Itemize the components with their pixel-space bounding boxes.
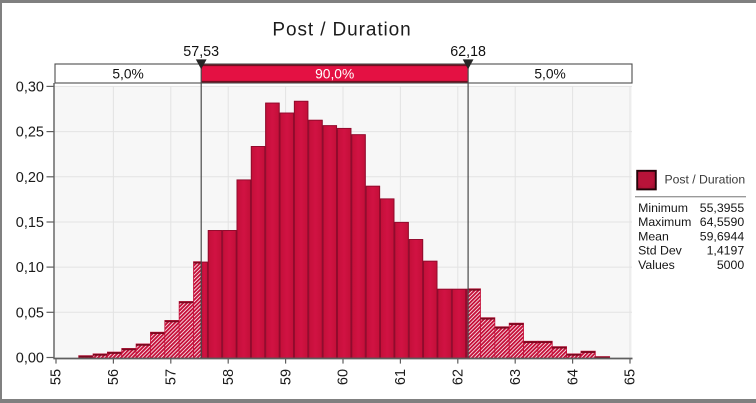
svg-text:5,0%: 5,0% — [112, 66, 143, 81]
svg-text:57: 57 — [164, 369, 180, 385]
svg-text:0,25: 0,25 — [16, 125, 44, 141]
svg-text:55: 55 — [49, 369, 65, 385]
svg-text:58: 58 — [221, 369, 237, 385]
svg-text:57,53: 57,53 — [183, 44, 219, 60]
svg-text:5000: 5000 — [717, 258, 745, 272]
svg-text:90,0%: 90,0% — [315, 66, 354, 81]
svg-text:1,4197: 1,4197 — [707, 244, 745, 258]
svg-text:0,20: 0,20 — [16, 170, 44, 186]
svg-text:59: 59 — [278, 369, 294, 385]
svg-text:5,0%: 5,0% — [534, 66, 565, 81]
svg-text:61: 61 — [393, 369, 409, 385]
svg-text:Maximum: Maximum — [638, 215, 691, 229]
svg-text:0,00: 0,00 — [16, 351, 44, 367]
svg-text:62: 62 — [451, 369, 467, 385]
svg-text:0,10: 0,10 — [16, 260, 44, 276]
svg-text:0,15: 0,15 — [16, 215, 44, 231]
svg-text:Values: Values — [638, 258, 675, 272]
svg-text:59,6944: 59,6944 — [700, 229, 745, 243]
svg-text:55,3955: 55,3955 — [700, 201, 745, 215]
svg-text:63: 63 — [508, 369, 524, 385]
svg-text:65: 65 — [623, 369, 639, 385]
svg-text:Post / Duration: Post / Duration — [272, 19, 411, 40]
svg-text:Mean: Mean — [638, 229, 669, 243]
svg-text:Std Dev: Std Dev — [638, 244, 683, 258]
svg-text:0,30: 0,30 — [16, 80, 44, 96]
svg-text:Minimum: Minimum — [638, 201, 688, 215]
svg-text:62,18: 62,18 — [450, 44, 486, 60]
svg-text:Post / Duration: Post / Duration — [665, 172, 746, 186]
svg-text:0,05: 0,05 — [16, 305, 44, 321]
svg-text:64: 64 — [565, 369, 581, 385]
svg-text:60: 60 — [336, 369, 352, 385]
svg-text:56: 56 — [106, 369, 122, 385]
svg-text:64,5590: 64,5590 — [700, 215, 745, 229]
